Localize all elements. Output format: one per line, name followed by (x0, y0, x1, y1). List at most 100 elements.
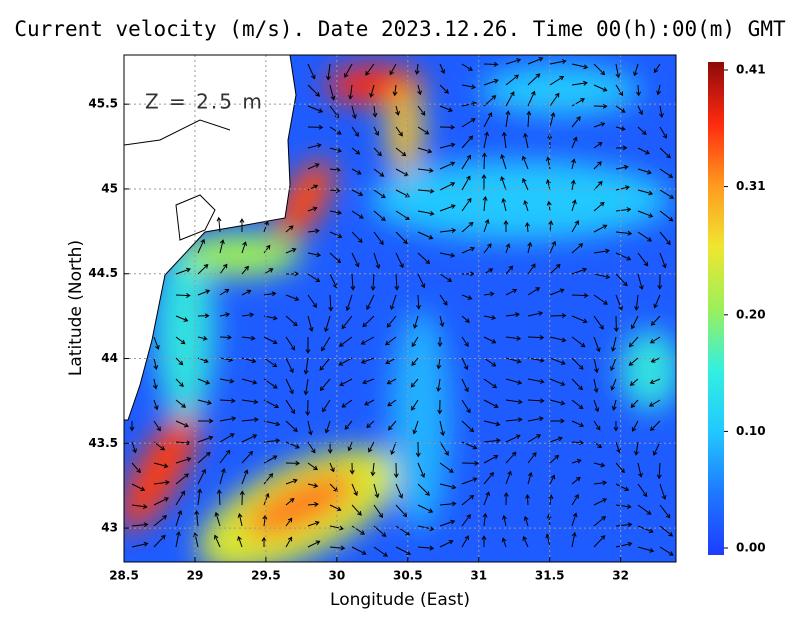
arrow (505, 417, 523, 423)
arrow (131, 483, 146, 492)
arrow (417, 147, 433, 154)
arrow (593, 103, 608, 109)
arrow (461, 118, 476, 128)
land (124, 55, 297, 421)
arrow (388, 420, 397, 431)
arrow (659, 483, 667, 500)
arrow (386, 315, 397, 328)
arrow (613, 315, 619, 333)
arrow (351, 546, 367, 555)
arrow (483, 61, 499, 67)
arrow (373, 504, 384, 519)
arrow (634, 441, 639, 456)
arrow (483, 336, 497, 344)
arrow (237, 535, 243, 548)
arrow (549, 313, 567, 319)
arrow (153, 462, 169, 469)
arrow (350, 273, 356, 291)
arrow (347, 441, 353, 452)
arrow (351, 525, 365, 535)
arrow (197, 468, 206, 485)
arrow (549, 454, 560, 464)
arrow (593, 63, 606, 76)
arrow (439, 483, 457, 490)
arrow (653, 63, 661, 74)
arrow (351, 189, 364, 197)
arrow (285, 315, 298, 327)
arrow (153, 357, 159, 371)
arrow (339, 378, 353, 387)
arrow (389, 63, 397, 76)
arrow (522, 177, 529, 191)
arrow (461, 135, 474, 149)
arrow (613, 420, 619, 432)
arrow (175, 490, 185, 506)
arrow (338, 357, 353, 366)
arrow (483, 131, 490, 149)
y-tick-label: 44.5 (88, 266, 118, 280)
arrow (219, 288, 230, 296)
arrow (329, 188, 341, 194)
arrow (153, 480, 170, 486)
arrow (593, 122, 606, 128)
arrow (523, 132, 529, 149)
arrow (615, 462, 625, 474)
arrow (571, 220, 579, 233)
arrow (369, 84, 375, 98)
x-tick-label: 29 (187, 569, 204, 583)
arrow (634, 294, 640, 311)
arrow (505, 378, 523, 385)
arrow (439, 204, 456, 212)
arrow (549, 92, 560, 107)
arrow (483, 491, 491, 506)
arrow (219, 334, 232, 340)
arrow (571, 293, 589, 299)
arrow (500, 176, 507, 191)
arrow (461, 175, 471, 191)
arrow (593, 378, 599, 394)
arrow (483, 471, 495, 485)
arrow (571, 458, 582, 464)
arrow (656, 462, 662, 480)
arrow (319, 357, 331, 371)
arrow (263, 291, 277, 297)
arrow (615, 541, 633, 548)
arrow (329, 231, 343, 239)
arrow (439, 441, 449, 456)
arrow (549, 474, 556, 485)
arrow (571, 116, 581, 128)
arrow (395, 189, 410, 198)
arrow (285, 460, 300, 466)
arrow (263, 472, 274, 485)
arrow (571, 378, 583, 391)
arrow (439, 273, 453, 282)
arrow (351, 168, 362, 175)
arrow (395, 252, 404, 269)
arrow (658, 105, 664, 118)
arrow (351, 105, 357, 120)
arrow (175, 292, 191, 298)
arrow (386, 378, 397, 385)
arrow (219, 398, 236, 404)
arrow (650, 357, 661, 363)
arrow (263, 420, 281, 427)
arrow (263, 268, 274, 275)
arrow (505, 74, 519, 86)
arrow (571, 243, 584, 254)
arrow (303, 378, 309, 396)
arrow (197, 435, 214, 443)
arrow (219, 449, 231, 464)
arrow (525, 494, 531, 506)
arrow (373, 126, 379, 136)
arrow (285, 478, 298, 485)
arrow (628, 336, 639, 348)
arrow (241, 289, 252, 296)
arrow (338, 336, 353, 347)
arrow (439, 252, 456, 258)
arrow (241, 399, 259, 405)
arrow (593, 516, 607, 527)
arrow (659, 231, 671, 246)
arrow (649, 378, 661, 385)
arrow (549, 59, 567, 65)
arrow (373, 189, 386, 199)
